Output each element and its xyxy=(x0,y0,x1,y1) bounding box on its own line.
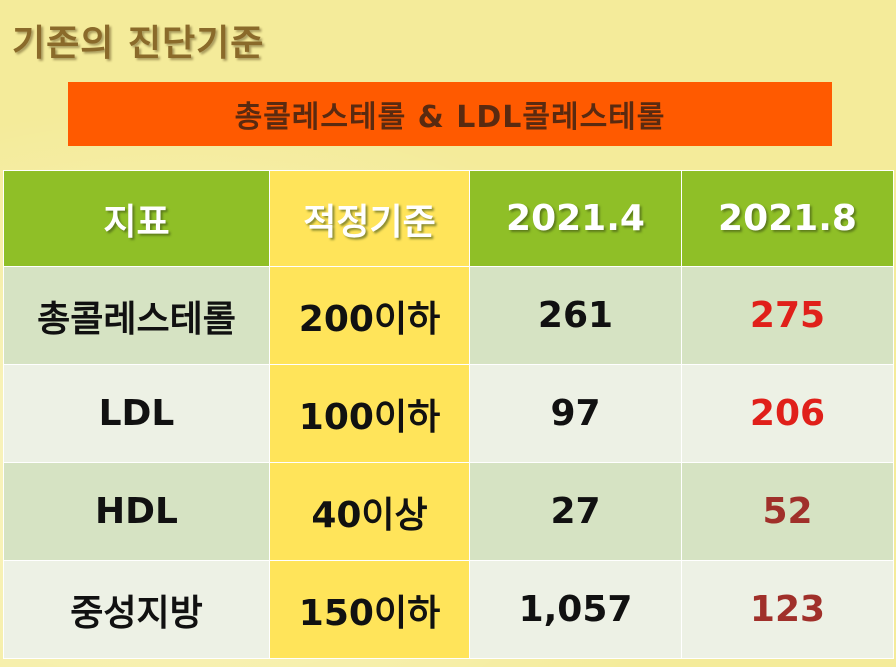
apr-value-cell: 97 xyxy=(469,364,682,463)
aug-value-cell: 52 xyxy=(681,462,894,561)
indicator-cell: 중성지방 xyxy=(3,560,270,659)
apr-value-cell: 27 xyxy=(469,462,682,561)
criteria-table: 지표 적정기준 2021.4 2021.8 총콜레스테롤 200이하 261 2… xyxy=(3,170,894,659)
standard-cell: 100이하 xyxy=(269,364,470,463)
header-2021-4: 2021.4 xyxy=(469,170,682,267)
page-title: 기존의 진단기준 xyxy=(12,23,265,64)
table-row: 총콜레스테롤 200이하 261 275 xyxy=(3,266,894,365)
apr-value-cell: 1,057 xyxy=(469,560,682,659)
aug-value-cell: 123 xyxy=(681,560,894,659)
indicator-cell: LDL xyxy=(3,364,270,463)
aug-value-cell: 275 xyxy=(681,266,894,365)
subtitle-banner-text: 총콜레스테롤 & LDL콜레스테롤 xyxy=(234,100,666,135)
indicator-cell: 총콜레스테롤 xyxy=(3,266,270,365)
standard-cell: 40이상 xyxy=(269,462,470,561)
indicator-cell: HDL xyxy=(3,462,270,561)
header-2021-8: 2021.8 xyxy=(681,170,894,267)
table-row: LDL 100이하 97 206 xyxy=(3,364,894,463)
standard-cell: 150이하 xyxy=(269,560,470,659)
table-header-row: 지표 적정기준 2021.4 2021.8 xyxy=(3,170,894,267)
apr-value-cell: 261 xyxy=(469,266,682,365)
header-indicator: 지표 xyxy=(3,170,270,267)
table-row: HDL 40이상 27 52 xyxy=(3,462,894,561)
subtitle-banner: 총콜레스테롤 & LDL콜레스테롤 xyxy=(68,82,832,146)
header-standard: 적정기준 xyxy=(269,170,470,267)
table-row: 중성지방 150이하 1,057 123 xyxy=(3,560,894,659)
standard-cell: 200이하 xyxy=(269,266,470,365)
aug-value-cell: 206 xyxy=(681,364,894,463)
